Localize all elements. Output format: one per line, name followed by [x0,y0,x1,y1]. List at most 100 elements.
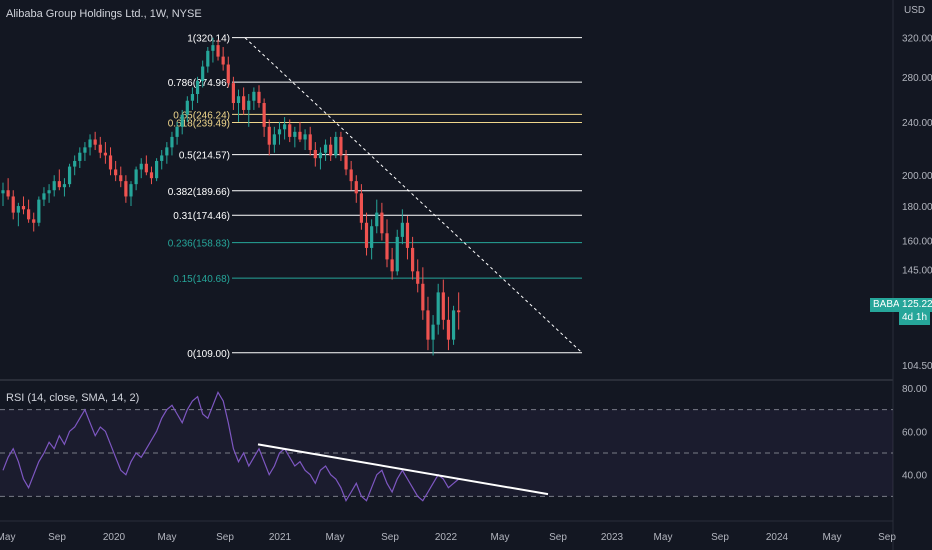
rsi-trendline [257,443,549,496]
candle-body [93,139,97,145]
fib-level-label: 0.15(140.68) [173,274,230,285]
candle-body [57,181,61,188]
candle-body [242,96,246,110]
price-axis-tick: 240.00 [902,118,932,129]
candle-body [277,129,282,135]
candle-body [339,136,343,156]
candle-body [37,199,41,223]
fib-level-label: 1(320.14) [187,34,230,45]
candle-body [318,152,323,159]
candle-body [180,114,184,127]
rsi-axis-tick: 80.00 [902,384,927,395]
rsi-line [2,390,460,503]
bar-countdown-badge: 4d 1h [899,311,931,325]
time-axis-tick: May [654,532,673,543]
candle-body [380,212,384,234]
candle-body [190,94,195,101]
candle-body [134,169,138,185]
fib-level-label: 0.65(246.24) [173,110,230,121]
candle-body [364,222,369,248]
price-axis-tick: 104.50 [902,361,932,372]
candle-body [395,236,399,272]
candle-body [344,155,348,170]
candle-body [231,83,235,104]
candle-body [47,190,51,194]
candle-body [283,124,287,130]
time-axis-tick: May [158,532,177,543]
candle-body [1,190,5,194]
candle-body [160,155,164,161]
candle-body [42,193,46,200]
time-axis-tick: Sep [878,532,896,543]
time-axis-tick: 2021 [269,532,292,543]
candle-body [144,163,148,173]
rsi-indicator-title[interactable]: RSI (14, close, SMA, 14, 2) [6,392,140,404]
time-axis-tick: 2024 [766,532,789,543]
candle-body [247,100,251,110]
candle-body [67,166,72,185]
candle-body [323,144,328,153]
candle-body [252,91,256,101]
last-price-badge: 125.22 [899,298,932,312]
candle-body [359,193,363,223]
candle-body [216,45,220,57]
candle-body [73,160,77,167]
candle-body [32,219,36,223]
candle-body [83,147,87,153]
candle-body [457,310,461,313]
candle-body [175,126,179,137]
fib-level-label: 0.382(189.66) [168,187,230,198]
price-axis-tick: 320.00 [902,34,932,45]
time-axis-tick: Sep [216,532,234,543]
candle-body [221,56,225,65]
candle-body [390,259,394,272]
candle-body [170,136,174,148]
candle-body [165,147,169,156]
time-axis-tick: 2020 [103,532,126,543]
candle-body [262,103,266,127]
candle-body [21,206,26,210]
candle-body [139,163,143,170]
candle-body [6,190,10,197]
candle-body [431,324,435,340]
candle-body [78,152,82,161]
candle-body [446,319,451,340]
time-axis-tick: 2022 [435,532,458,543]
candle-body [206,50,210,67]
time-axis-tick: May [491,532,510,543]
candle-body [416,271,420,284]
candle-body [400,222,404,237]
candle-body [313,150,317,159]
candle-body [441,292,445,320]
candle-body [308,134,312,151]
time-axis-tick: May [326,532,345,543]
candle-body [114,169,118,176]
rsi-axis-tick: 40.00 [902,471,927,482]
candle-body [421,283,425,311]
candle-body [405,222,410,248]
fib-level-label: 0.5(214.57) [179,151,230,162]
candle-body [103,152,107,156]
candle-body [298,131,302,140]
candle-body [16,206,20,213]
candle-body [257,91,261,104]
fib-level-label: 0.618(239.49) [168,119,230,130]
price-axis-tick: 145.00 [902,265,932,276]
candle-body [236,96,241,104]
time-axis-tick: Sep [711,532,729,543]
candle-body [451,310,456,340]
currency-label[interactable]: USD [904,5,926,16]
candle-body [201,66,205,82]
candle-body [303,134,307,140]
candle-body [436,292,440,325]
candle-body [185,100,189,115]
candle-body [211,45,215,51]
candle-body [267,126,271,145]
time-axis-tick: May [0,532,15,543]
candle-body [226,64,230,84]
candle-body [88,139,92,148]
candle-body [370,226,374,248]
dashed-trendline [244,37,583,354]
